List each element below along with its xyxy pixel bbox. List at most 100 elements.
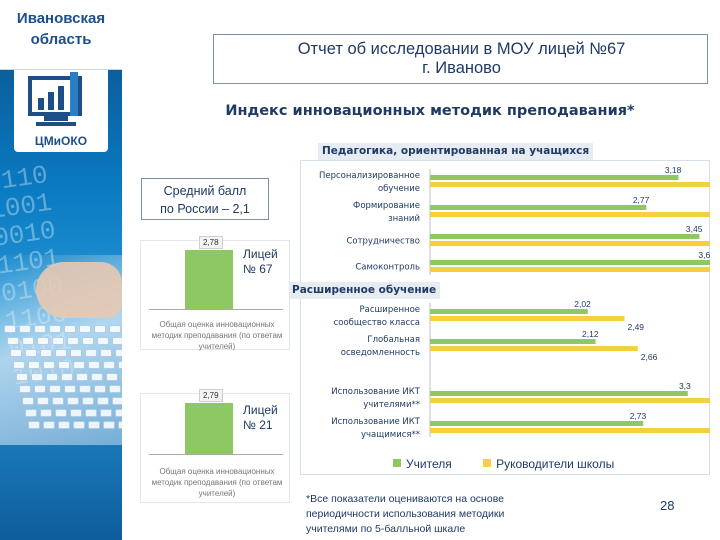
keyboard-key [61, 373, 73, 381]
keyboard-key [97, 397, 109, 405]
keyboard-key [73, 421, 85, 429]
keyboard-key [118, 361, 122, 369]
region-line-2: область [30, 31, 92, 48]
keyboard-key [28, 421, 40, 429]
inset-caption-line-2: методик преподавания (по ответам [151, 478, 283, 487]
category-label: Использование ИКТ [331, 387, 421, 397]
data-label: 2,77 [633, 195, 650, 205]
keyboard-key [76, 373, 88, 381]
inset-caption-line-3: учителей) [198, 342, 236, 351]
data-label: 3,3 [679, 381, 691, 391]
category-label: сообщество класса [334, 318, 420, 328]
keyboard-key [79, 325, 91, 333]
data-label: 3,45 [686, 224, 703, 234]
inset-bar [185, 250, 233, 309]
report-title-line-1: Отчет об исследовании в МОУ лицей №67 [297, 40, 626, 58]
keyboard-key [94, 385, 106, 393]
inset-caption: Общая оценка инновационных методик препо… [147, 466, 287, 499]
bar-teachers [430, 205, 647, 210]
keyboard-key [16, 373, 28, 381]
inset-caption-line-1: Общая оценка инновационных [159, 467, 275, 476]
inset-caption: Общая оценка инновационных методик препо… [147, 319, 287, 352]
keyboard-key [37, 337, 49, 345]
lyceum-label-line-2: № 67 [243, 262, 273, 276]
keyboard-key [118, 421, 122, 429]
keyboard-key [40, 409, 52, 417]
keyboard-key [103, 421, 115, 429]
footnote-line-2: периодичности использования методики [306, 508, 505, 520]
keyboard-key [25, 409, 37, 417]
keyboard-key [34, 385, 46, 393]
lyceum-67-label: Лицей № 67 [241, 246, 280, 278]
category-label: Расширенное [360, 305, 420, 315]
keyboard-key [4, 325, 16, 333]
region-title: Ивановская область [0, 8, 122, 50]
keyboard-key [67, 397, 79, 405]
region-line-1: Ивановская [16, 10, 106, 27]
keyboard-key [94, 325, 106, 333]
keyboard-key [55, 409, 67, 417]
bar-principals [430, 212, 710, 217]
lyceum-label-line-1: Лицей [243, 403, 278, 417]
keyboard-key [73, 361, 85, 369]
page-number: 28 [660, 498, 675, 513]
organization-logo: ЦМиОКО [14, 70, 108, 152]
keyboard-key [82, 397, 94, 405]
bar-principals [430, 346, 638, 351]
keyboard-key [64, 325, 76, 333]
section-banner-extended-learning: Расширенное обучение [288, 282, 441, 299]
keyboard-key [37, 397, 49, 405]
legend-swatch-principals [483, 459, 492, 467]
slide-heading: Индекс инновационных методик преподавани… [225, 103, 635, 119]
chart-legend: Учителя Руководители школы [393, 457, 642, 473]
legend-item-teachers: Учителя [393, 457, 452, 471]
keyboard-key [13, 361, 25, 369]
keyboard-key [88, 421, 100, 429]
keyboard-key [22, 397, 34, 405]
category-label: Самоконтроль [355, 263, 420, 273]
lyceum-label-line-2: № 21 [243, 418, 273, 432]
lyceum-21-label: Лицей № 21 [241, 402, 280, 434]
category-label: осведомленность [341, 348, 420, 358]
inset-chart-lyceum-67: 2,78 Общая оценка инновационных методик … [140, 236, 290, 352]
bar-principals [430, 267, 710, 272]
bar-principals [430, 182, 710, 187]
keyboard-key [109, 385, 121, 393]
innovation-index-bar-chart: Персонализированное обучение Формирование з… [319, 165, 710, 440]
inset-value-label: 2,78 [199, 236, 223, 250]
bar-teachers [430, 234, 700, 239]
keyboard-key [97, 337, 109, 345]
region-box: Ивановская область [0, 0, 122, 70]
data-label: 2,02 [574, 299, 591, 309]
inset-caption-line-1: Общая оценка инновационных [159, 320, 275, 329]
keyboard-key [103, 361, 115, 369]
legend-label-teachers: Учителя [406, 457, 452, 471]
category-label: Глобальная [367, 335, 420, 345]
bar-teachers [430, 175, 679, 180]
keyboard-key [22, 337, 34, 345]
category-label: учителями** [363, 400, 420, 410]
keyboard-key [40, 349, 52, 357]
russia-average-box: Средний балл по России – 2,1 [141, 178, 269, 220]
logo-text: ЦМиОКО [34, 134, 88, 148]
keyboard-key [52, 397, 64, 405]
keyboard-key [109, 325, 121, 333]
keyboard-key [25, 349, 37, 357]
report-title: Отчет об исследовании в МОУ лицей №67 г.… [214, 40, 709, 78]
category-label: Персонализированное [319, 171, 420, 181]
keyboard-key [19, 385, 31, 393]
keyboard-key [112, 397, 122, 405]
bar-principals [430, 316, 625, 321]
section-banner-student-centered: Педагогика, ориентированная на учащихся [318, 143, 594, 160]
data-label: 2,73 [630, 411, 647, 421]
bar-teachers [430, 260, 710, 265]
keyboard-key [121, 373, 122, 381]
inset-bar [185, 403, 233, 454]
category-label: знаний [388, 214, 420, 224]
inset-axis [149, 309, 283, 310]
data-label: 3,18 [665, 165, 682, 175]
monitor-chart-icon [28, 72, 82, 126]
keyboard-key [85, 409, 97, 417]
inset-value-label: 2,79 [199, 389, 223, 403]
category-label: Сотрудничество [346, 237, 420, 247]
